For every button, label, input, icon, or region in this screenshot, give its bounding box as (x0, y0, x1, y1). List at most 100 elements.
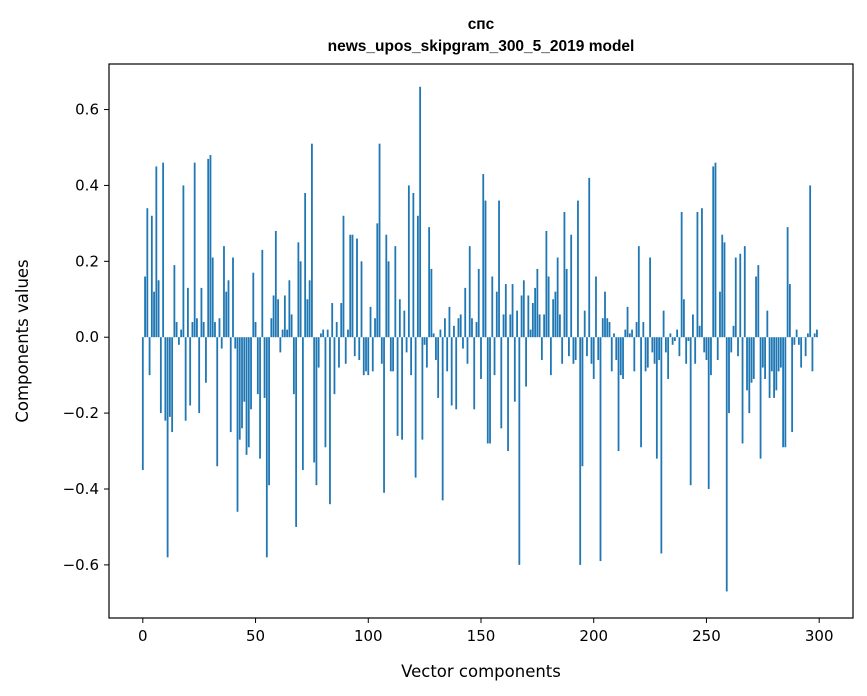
bar-286 (786, 227, 789, 338)
bar-216 (628, 333, 631, 338)
bar-149 (477, 268, 480, 338)
bar-232 (664, 337, 667, 353)
bar-190 (570, 234, 573, 338)
bar-27 (202, 322, 205, 338)
bar-212 (619, 337, 622, 376)
bar-4 (150, 215, 153, 338)
bar-196 (583, 310, 586, 338)
bar-131 (437, 337, 440, 398)
bar-138 (453, 325, 455, 338)
bar-95 (356, 238, 358, 338)
bar-219 (635, 322, 638, 338)
bar-262 (732, 325, 735, 338)
bar-297 (811, 337, 814, 372)
bar-48 (250, 337, 252, 410)
bar-256 (719, 291, 721, 338)
bar-147 (473, 337, 476, 410)
bar-26 (200, 287, 203, 338)
bar-90 (344, 337, 347, 364)
bar-254 (714, 162, 717, 338)
bar-220 (637, 246, 640, 338)
bar-11 (166, 337, 169, 558)
bar-33 (216, 337, 219, 467)
bar-201 (595, 276, 597, 338)
bar-248 (701, 208, 703, 338)
bar-155 (491, 276, 494, 338)
bar-117 (405, 337, 408, 353)
bars-group (141, 86, 818, 592)
bar-229 (658, 337, 661, 360)
bar-35 (220, 337, 223, 349)
y-tick-label: −0.6 (63, 556, 99, 574)
bar-223 (644, 337, 647, 372)
bar-268 (746, 337, 748, 391)
bar-59 (274, 230, 277, 338)
bar-269 (748, 337, 751, 414)
bar-182 (552, 299, 555, 338)
bar-170 (525, 337, 527, 387)
bar-109 (387, 261, 390, 338)
bar-60 (277, 299, 279, 338)
bar-30 (209, 155, 212, 338)
bar-127 (428, 227, 431, 338)
bar-163 (509, 314, 512, 338)
bar-89 (342, 215, 345, 338)
x-axis-ticks: 0 50 100 150 200 250 300 (138, 618, 834, 645)
bar-161 (504, 284, 507, 338)
bar-121 (414, 337, 417, 478)
bar-173 (531, 303, 534, 338)
bar-203 (599, 337, 602, 562)
bar-227 (653, 337, 656, 364)
bar-139 (455, 337, 458, 410)
bar-217 (631, 329, 633, 338)
x-tick-label: 150 (467, 627, 496, 645)
bar-274 (759, 337, 762, 459)
bar-226 (651, 337, 654, 353)
bar-280 (773, 337, 775, 398)
bar-296 (809, 185, 812, 338)
chart-title: спс (468, 16, 495, 33)
bar-282 (777, 337, 780, 372)
bar-21 (189, 337, 192, 406)
bar-110 (389, 337, 392, 372)
bar-183 (554, 291, 557, 338)
bar-244 (692, 314, 694, 338)
bar-264 (737, 337, 739, 357)
bar-156 (493, 337, 496, 376)
bar-114 (398, 299, 401, 338)
bar-133 (441, 337, 444, 501)
bar-171 (527, 295, 530, 338)
bar-210 (615, 337, 618, 360)
bar-28 (205, 337, 207, 383)
bar-31 (211, 257, 214, 338)
y-tick-label: 0.2 (75, 252, 99, 270)
bar-200 (592, 337, 595, 379)
bar-82 (326, 329, 329, 338)
bar-39 (229, 337, 232, 433)
bar-100 (367, 337, 370, 376)
bar-73 (306, 299, 309, 338)
bar-19 (184, 337, 187, 421)
bar-57 (270, 318, 273, 338)
bar-41 (234, 337, 237, 349)
bar-245 (694, 337, 697, 364)
bar-108 (385, 234, 388, 338)
bar-295 (807, 333, 809, 338)
bar-281 (775, 337, 778, 391)
bar-65 (288, 280, 291, 338)
bar-172 (529, 329, 532, 338)
bar-218 (633, 337, 636, 372)
bar-88 (340, 303, 343, 338)
bar-20 (187, 287, 189, 338)
bar-146 (471, 318, 473, 338)
bar-273 (757, 265, 760, 338)
bar-99 (365, 337, 367, 372)
bar-135 (446, 337, 449, 372)
bar-265 (739, 253, 742, 338)
bar-84 (331, 303, 334, 338)
bar-86 (335, 322, 338, 338)
bar-144 (466, 337, 469, 364)
bar-50 (254, 322, 257, 338)
bar-75 (311, 143, 313, 338)
